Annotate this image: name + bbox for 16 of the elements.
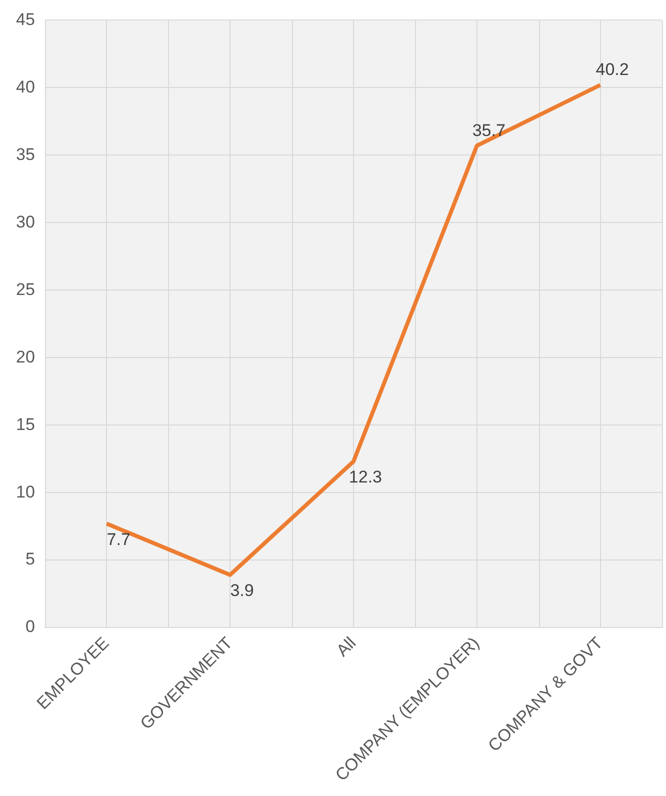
y-tick-label: 40 xyxy=(16,77,35,96)
data-label: 12.3 xyxy=(348,468,382,487)
data-label: 35.7 xyxy=(472,120,506,140)
data-label: 7.7 xyxy=(106,530,130,549)
data-label: 40.2 xyxy=(596,60,629,80)
x-tick-label: All xyxy=(332,633,360,660)
y-tick-label: 30 xyxy=(16,212,35,232)
y-tick-label: 35 xyxy=(16,144,35,164)
y-tick-label: 20 xyxy=(16,347,35,366)
y-tick-label: 10 xyxy=(16,482,35,502)
y-tick-label: 5 xyxy=(25,550,35,569)
y-tick-label: 0 xyxy=(25,617,35,636)
y-tick-label: 25 xyxy=(16,280,35,299)
y-tick-label: 15 xyxy=(16,414,35,434)
y-tick-label: 45 xyxy=(16,10,35,29)
data-label: 3.9 xyxy=(230,581,254,600)
